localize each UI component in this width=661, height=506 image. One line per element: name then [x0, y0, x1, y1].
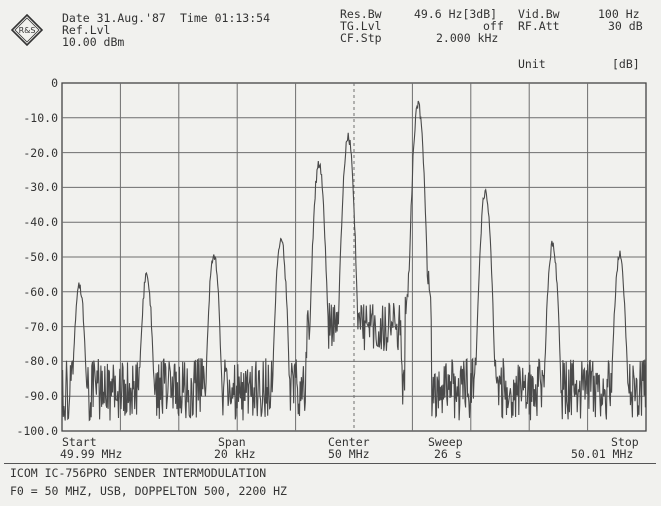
svg-text:R&S: R&S [19, 26, 36, 35]
ref-lvl-label: Ref.Lvl [62, 23, 111, 37]
y-tick-label: -20.0 [23, 145, 58, 160]
y-tick-label: -100.0 [16, 424, 58, 438]
cf-stp-label: CF.Stp [340, 31, 382, 45]
sweep-value: 26 s [434, 447, 462, 461]
span-value: 20 kHz [214, 447, 256, 461]
y-tick-label: -50.0 [23, 250, 58, 264]
rohde-schwarz-logo-icon: R&S [11, 14, 43, 46]
time-text: Time 01:13:54 [180, 11, 271, 25]
y-tick-label: -40.0 [23, 215, 58, 230]
unit-label: Unit [518, 57, 546, 71]
res-bw-label: Res.Bw [340, 7, 382, 21]
y-tick-label: 0 [51, 76, 58, 90]
footer-line-1: ICOM IC-756PRO SENDER INTERMODULATION [10, 466, 267, 480]
y-tick-label: -90.0 [23, 389, 58, 404]
start-value: 49.99 MHz [60, 447, 123, 461]
span-label: Span [218, 435, 246, 449]
y-tick-label: -10.0 [23, 110, 58, 125]
rf-att-value: 30 dB [608, 19, 643, 33]
date-text: Date 31.Aug.'87 [62, 11, 166, 25]
center-value: 50 MHz [328, 447, 370, 461]
footer-panel [4, 463, 656, 505]
stop-value: 50.01 MHz [571, 447, 634, 461]
vid-bw-value: 100 Hz [598, 7, 640, 21]
sweep-label: Sweep [428, 435, 463, 449]
tg-lvl-value: off [483, 19, 504, 33]
stop-label: Stop [611, 435, 639, 449]
res-bw-value: 49.6 Hz[3dB] [414, 7, 498, 21]
y-tick-label: -30.0 [23, 180, 58, 195]
y-tick-label: -60.0 [23, 284, 58, 299]
grid-lines [61, 82, 647, 432]
ref-lvl-value: 10.00 dBm [62, 35, 125, 49]
y-tick-label: -80.0 [23, 354, 58, 369]
y-tick-label: -70.0 [23, 319, 58, 334]
start-label: Start [62, 435, 97, 449]
vid-bw-label: Vid.Bw [518, 7, 560, 21]
rf-att-label: RF.Att [518, 19, 560, 33]
footer-line-2: F0 = 50 MHZ, USB, DOPPELTON 500, 2200 HZ [10, 484, 287, 498]
unit-value: [dB] [612, 57, 640, 71]
spectrum-trace [61, 100, 647, 422]
center-label: Center [328, 435, 370, 449]
cf-stp-value: 2.000 kHz [436, 31, 499, 45]
tg-lvl-label: TG.Lvl [340, 19, 382, 33]
